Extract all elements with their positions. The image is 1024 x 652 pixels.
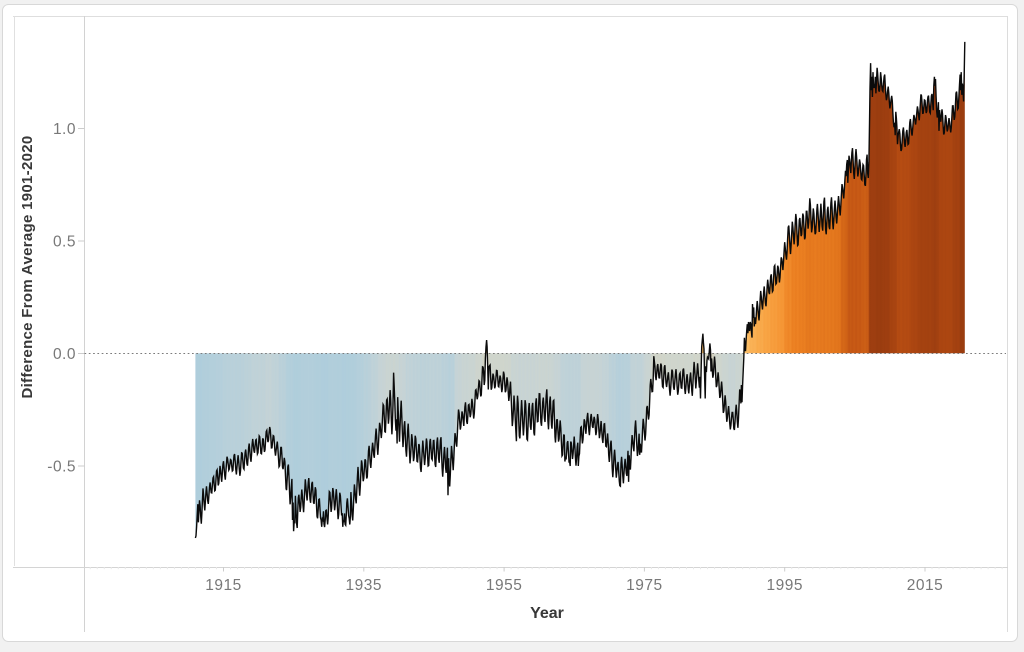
svg-text:1995: 1995	[766, 577, 802, 594]
svg-text:2015: 2015	[907, 577, 943, 594]
svg-text:1.0: 1.0	[53, 121, 76, 138]
svg-text:0.0: 0.0	[53, 346, 76, 363]
svg-text:-0.5: -0.5	[47, 459, 76, 476]
svg-text:1915: 1915	[205, 577, 241, 594]
svg-text:1955: 1955	[486, 577, 522, 594]
svg-text:Difference From Average 1901-2: Difference From Average 1901-2020	[19, 135, 36, 398]
svg-text:Year: Year	[530, 605, 564, 622]
svg-text:1975: 1975	[626, 577, 662, 594]
svg-text:1935: 1935	[346, 577, 382, 594]
svg-text:0.5: 0.5	[53, 234, 76, 251]
